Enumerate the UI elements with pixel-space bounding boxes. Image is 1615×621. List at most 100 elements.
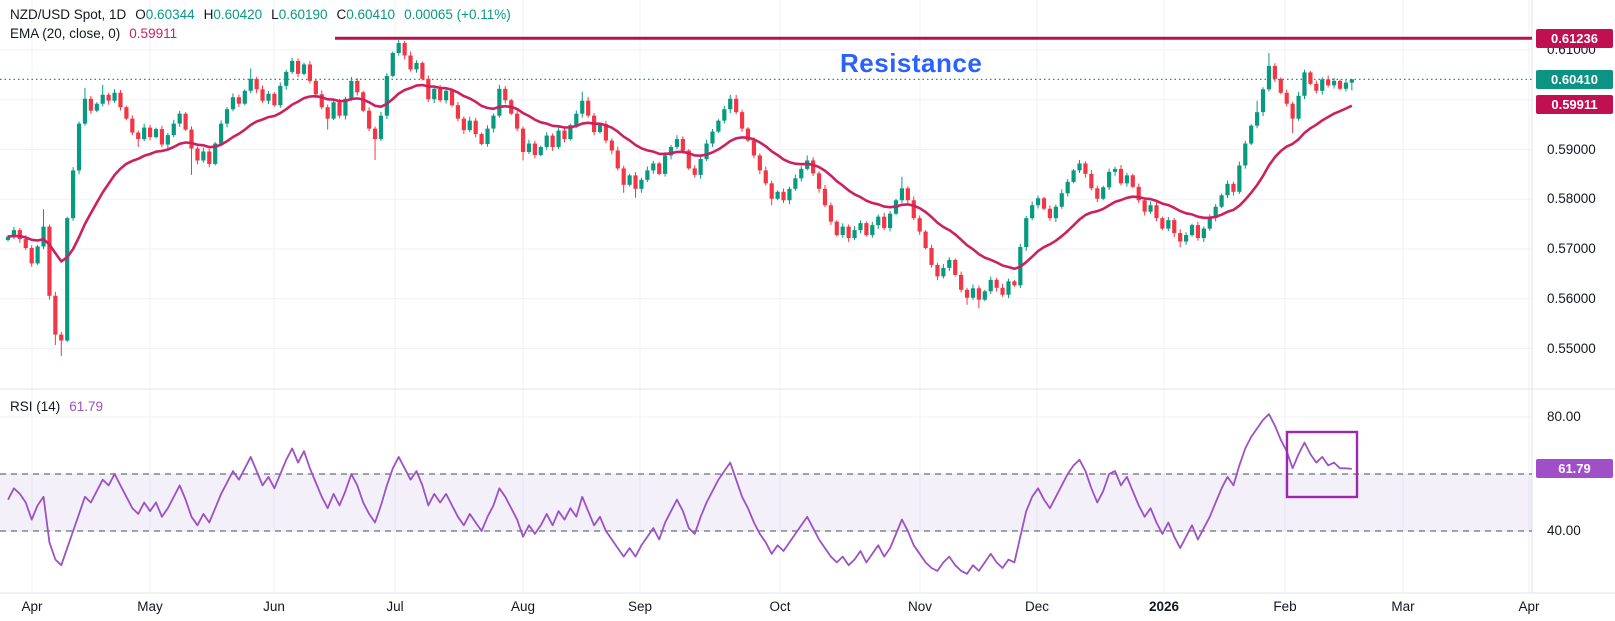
candle-body [1065,181,1070,194]
candle [1231,181,1236,196]
candle-body [319,94,324,108]
candle-body [497,88,502,116]
candle-body [177,113,182,124]
candle [76,121,82,175]
candle-body [1024,218,1029,248]
candle [834,220,839,237]
candle [899,176,905,203]
candle [384,73,389,119]
candle-body [597,124,603,133]
candle-body [668,147,674,156]
rsi-highlight-box[interactable] [1285,430,1359,499]
candle-body [562,130,567,140]
candle-body [248,78,253,91]
candle [959,271,964,293]
candle-body [603,124,609,141]
rsi-line[interactable] [7,413,1352,575]
time-axis-label: Nov [907,599,932,614]
candle [94,102,99,113]
candle-body [171,123,176,136]
candle-body [716,120,721,132]
candle [739,109,745,132]
candle [674,135,680,150]
candle-body [124,107,129,119]
candle-body [763,170,768,184]
candle [503,86,508,104]
candle-body [1237,165,1242,192]
candle-body [1101,187,1106,199]
price-axis-label: 0.57000 [1547,241,1596,256]
candle [663,152,668,177]
candle-body [136,132,141,140]
candle-body [1142,200,1147,212]
candle-body [651,163,656,171]
candle [378,111,384,142]
candle [887,210,893,232]
candle-body [1130,175,1135,187]
time-axis-label: 2026 [1148,599,1180,614]
candle [278,82,283,108]
candle-body [118,92,123,108]
candle-body [811,160,816,174]
candle [1124,172,1129,187]
candle [515,110,520,132]
candle [609,138,614,155]
candle [473,117,478,138]
symbol-legend-row[interactable]: NZD/USD Spot, 1D O0.60344 H0.60420 L0.60… [10,6,511,23]
candle [82,87,88,126]
candle-body [414,62,419,70]
candle [1107,168,1112,190]
candle [793,174,798,191]
resistance-annotation-label[interactable]: Resistance [840,48,983,78]
candle-body [467,120,472,131]
candle [911,196,916,221]
candle-body [556,130,561,148]
ema-legend-row[interactable]: EMA (20, close, 0) 0.59911 [10,25,177,42]
candle [716,119,721,134]
candle [485,125,490,147]
ema-line[interactable] [7,83,1353,271]
candle-body [621,168,626,185]
candle [1000,283,1005,297]
candle [1154,202,1159,222]
candle [692,165,697,178]
candle [870,221,875,238]
candle [935,262,940,281]
candle [331,100,336,121]
candle-body [461,118,466,131]
candle [1213,204,1218,222]
candle-body [142,127,147,140]
candle-body [734,98,739,113]
candle [432,86,437,104]
candle-body [71,170,76,219]
candle-body [189,129,194,149]
candle [171,119,176,138]
candle-body [799,168,804,179]
candle-body [325,107,330,119]
candle-body [964,289,970,298]
ema-label: EMA (20, close, 0) [10,26,121,41]
candle-body [47,226,52,296]
candle [29,245,34,267]
candle [763,166,768,186]
candle-body [224,109,230,124]
candle [319,90,324,110]
candle-body [988,279,993,292]
candle-body [1320,79,1325,91]
change-value: 0.00065 (+0.11%) [404,7,511,22]
rsi-legend-row[interactable]: RSI (14) 61.79 [10,398,103,415]
candle [307,61,313,84]
candle-body [751,140,757,156]
candle [414,60,419,73]
candle-body [1148,205,1153,212]
candle-body [1207,218,1212,229]
candle-body [627,175,632,185]
candle-body [1225,183,1230,196]
rsi-label: RSI (14) [10,399,61,414]
candle-body [1219,195,1224,207]
candle-body [935,264,940,277]
candle [53,291,58,346]
candle [130,115,135,136]
candle-body [449,90,455,106]
